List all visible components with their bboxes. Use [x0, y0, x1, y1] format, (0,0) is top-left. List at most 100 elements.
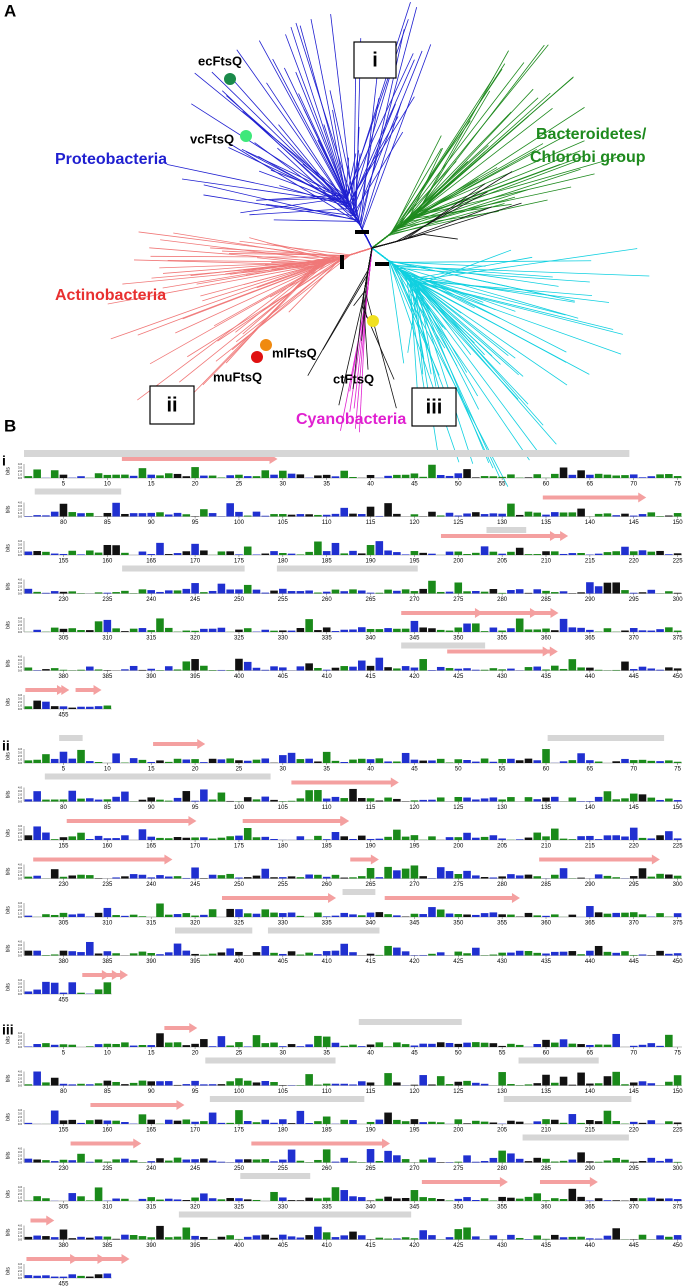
logo-stack — [42, 1198, 50, 1201]
logo-stack — [24, 1046, 33, 1047]
branch — [266, 82, 361, 225]
helix-bar — [342, 889, 376, 895]
clade-label: Chlorobi group — [530, 149, 646, 166]
y-tick-label: 2.0 — [18, 754, 23, 758]
branch — [360, 29, 405, 227]
branch — [194, 72, 345, 196]
branch — [410, 277, 557, 445]
logo-stack — [673, 513, 682, 517]
logo-stack — [393, 947, 401, 956]
helix-bar — [486, 527, 527, 533]
logo-stack — [33, 629, 41, 632]
branch — [371, 247, 406, 274]
logo-stack — [287, 1149, 296, 1163]
logo-stack — [270, 877, 278, 879]
logo-stack — [673, 630, 682, 632]
logo-stack — [454, 874, 463, 879]
logo-stack — [156, 542, 164, 555]
logo-stack — [568, 512, 577, 517]
logo-stack — [463, 797, 471, 802]
y-tick-label: 4.0 — [18, 1185, 23, 1189]
logo-stack — [559, 668, 568, 671]
branch — [419, 249, 512, 285]
logo-stack — [472, 947, 480, 956]
position-label: 380 — [58, 1243, 69, 1249]
position-label: 325 — [234, 921, 245, 927]
position-label: 320 — [190, 636, 201, 642]
position-label: 270 — [409, 1166, 420, 1172]
logo-stack — [542, 836, 550, 840]
logo-stack — [42, 551, 50, 555]
y-tick-label: 1.0 — [18, 703, 23, 707]
logo-stack — [419, 1230, 427, 1240]
strand-arrow — [242, 816, 349, 826]
logo-stack — [612, 761, 620, 763]
logo-stack — [507, 1120, 515, 1124]
logo-stack — [182, 1119, 191, 1124]
logo-stack — [621, 513, 629, 517]
logo-stack — [200, 789, 208, 802]
logo-stack — [103, 1080, 112, 1086]
logo-stack — [638, 837, 647, 840]
position-label: 345 — [409, 1205, 420, 1211]
logo-stack — [208, 838, 217, 840]
logo-stack — [603, 913, 612, 917]
position-label: 350 — [453, 636, 464, 642]
logo-stack — [568, 1159, 577, 1163]
position-label: 330 — [278, 921, 289, 927]
logo-stack — [77, 1083, 85, 1086]
logo-stack — [68, 591, 77, 594]
logo-stack — [156, 1225, 164, 1240]
logo-stack — [366, 953, 375, 956]
logo-stack — [243, 1120, 252, 1124]
y-tick-label: 4.0 — [18, 1108, 23, 1112]
helix-bar — [44, 773, 191, 780]
branch — [217, 256, 344, 342]
logo-stack — [50, 470, 59, 478]
logo-stack — [665, 760, 673, 763]
position-label: 130 — [497, 1089, 508, 1095]
logo-stack — [86, 875, 94, 879]
logo-stack — [647, 512, 656, 517]
position-label: 385 — [102, 674, 113, 680]
logo-stack — [366, 592, 375, 594]
branch — [396, 266, 444, 389]
logo-stack — [340, 1157, 349, 1163]
logo-stack — [463, 668, 471, 671]
logo-stack — [59, 553, 68, 555]
logo-stack — [287, 473, 296, 478]
logo-stack — [489, 476, 498, 478]
logo-stack — [77, 476, 85, 478]
logo-stack — [357, 1197, 366, 1201]
y-tick-label: 4.0 — [18, 939, 23, 943]
branch — [413, 279, 568, 386]
logo-stack — [673, 1235, 682, 1240]
position-label: 60 — [543, 1051, 550, 1057]
branch — [412, 278, 468, 373]
logo-stack — [208, 799, 217, 802]
position-label: 170 — [190, 1128, 201, 1134]
position-label: 50 — [455, 767, 462, 773]
logo-stack — [42, 754, 50, 763]
logo-stack — [454, 1198, 463, 1201]
logo-stack — [454, 1229, 463, 1240]
branch — [266, 203, 356, 217]
branch — [290, 26, 347, 199]
logo-stack — [24, 1158, 33, 1163]
logo-stack — [463, 469, 471, 478]
logo-stack — [366, 1149, 375, 1163]
y-axis-label: bits — [5, 1151, 11, 1159]
logo-stack — [314, 1226, 322, 1240]
logo-stack — [226, 1198, 234, 1201]
logo-stack — [340, 507, 349, 517]
logo-stack — [305, 619, 313, 632]
logo-stack — [586, 1161, 594, 1163]
position-label: 35 — [323, 482, 330, 488]
position-label: 435 — [541, 674, 552, 680]
logo-stack — [156, 875, 164, 879]
logo-stack — [121, 835, 129, 840]
logo-stack — [533, 1044, 542, 1047]
logo-stack — [33, 515, 41, 517]
logo-stack — [226, 873, 234, 879]
position-label: 390 — [146, 674, 157, 680]
